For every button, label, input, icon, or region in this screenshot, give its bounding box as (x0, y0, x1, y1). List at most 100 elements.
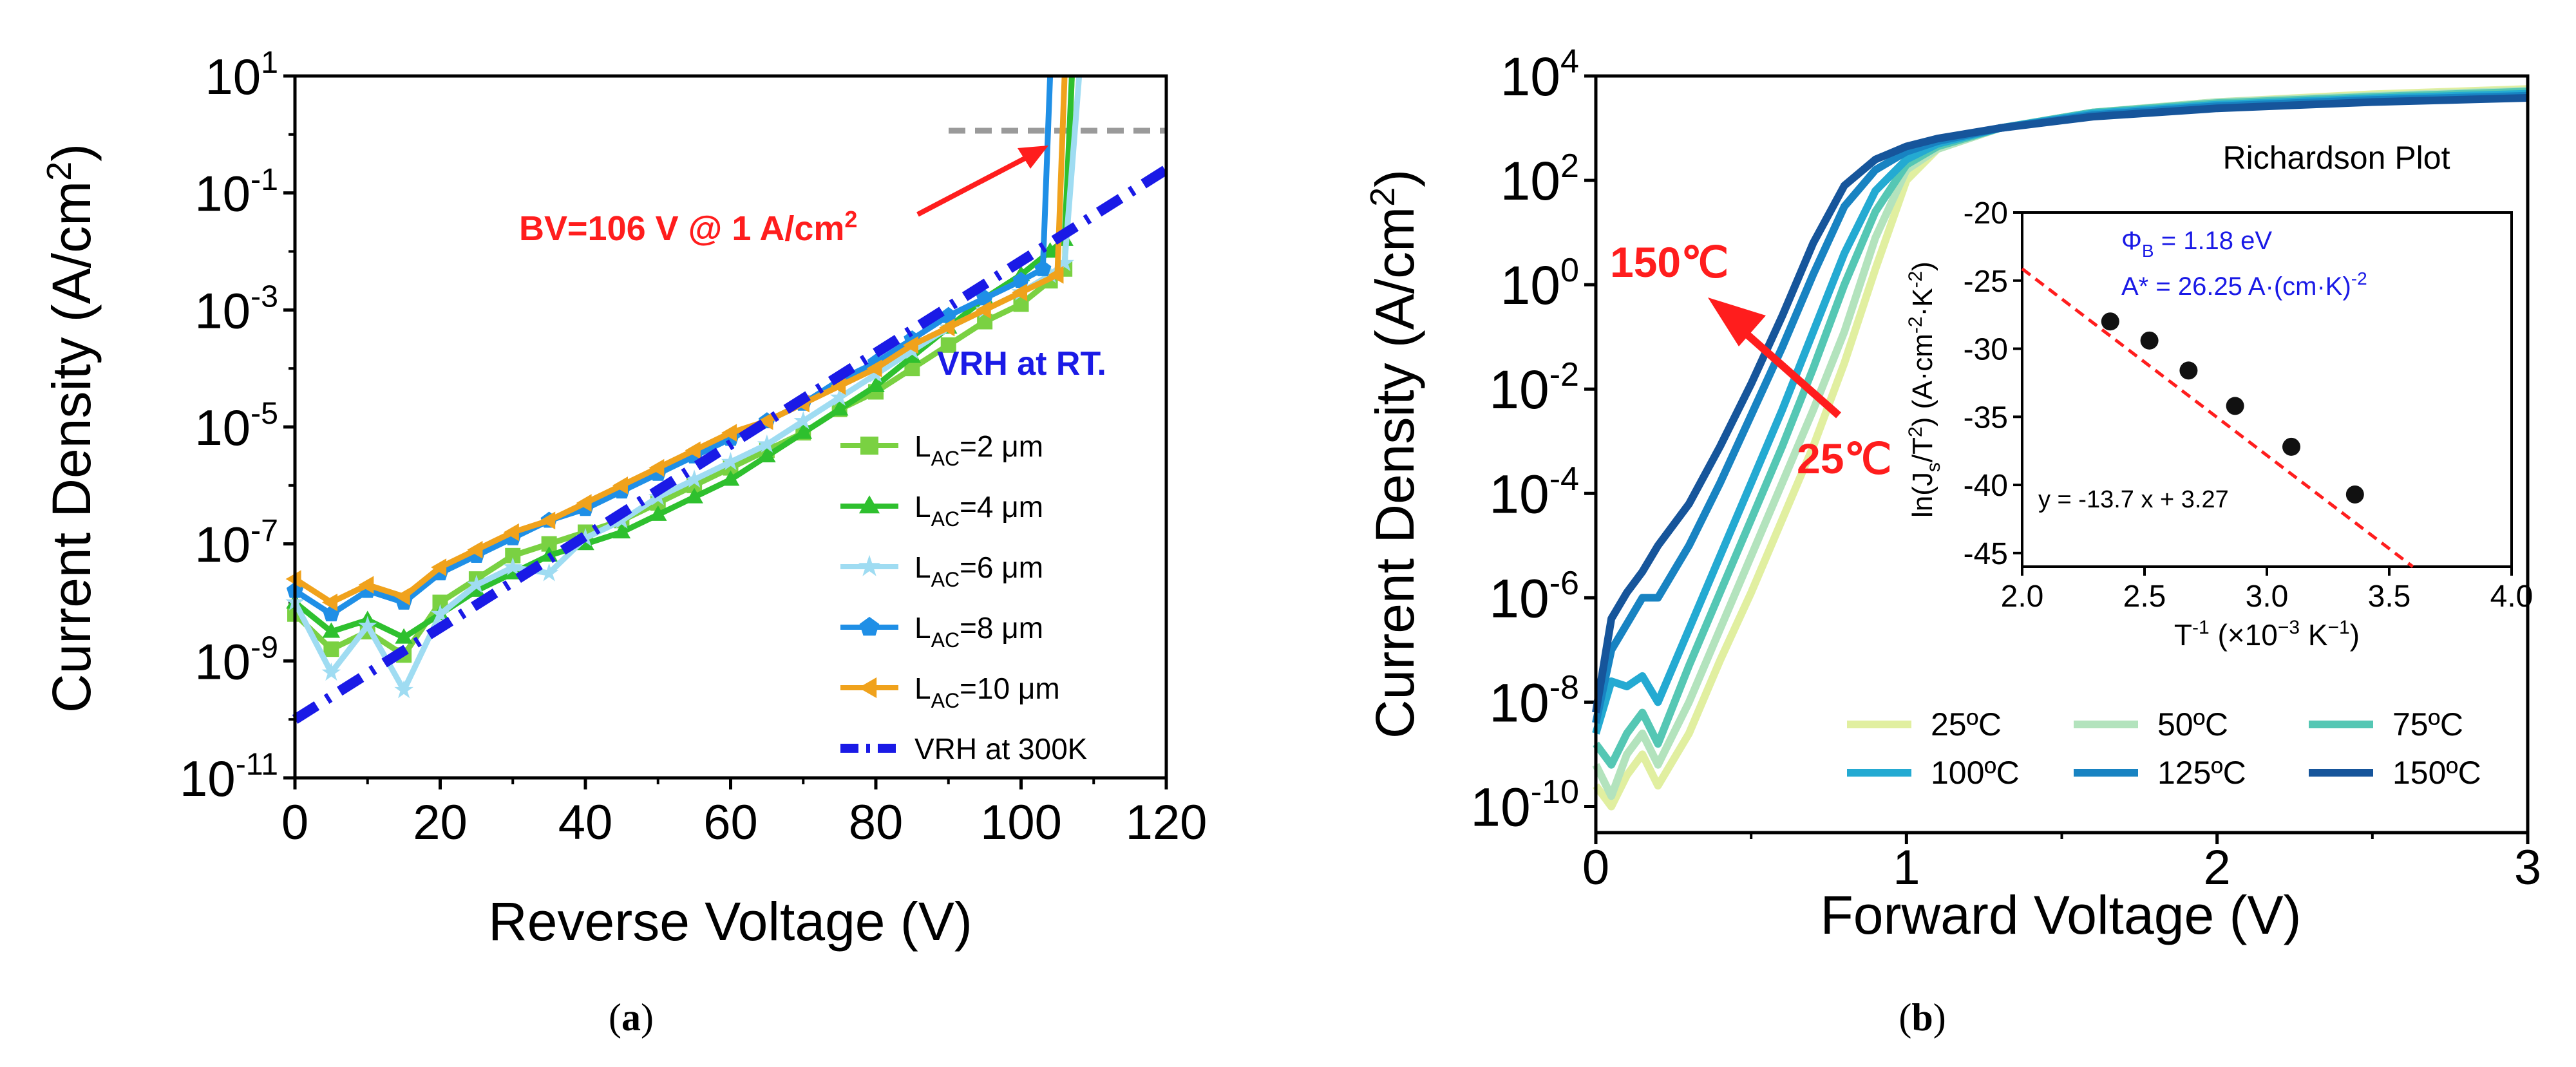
panel-b-legend-label: 100ºC (1931, 755, 2020, 791)
panel-a-y-tick-label: 101 (205, 45, 278, 105)
panel-a-legend-item: LAC=6 μm (840, 551, 1043, 591)
inset-y-tick-label: -45 (1964, 537, 2008, 571)
panel-a-data-point (940, 337, 956, 353)
legend-label-sub: AC (931, 628, 960, 652)
panel-b-y-title-sup: 2 (1363, 187, 1402, 207)
bv-annotation-sup: 2 (844, 206, 857, 232)
panel-b-y-tick-label-base: 10 (1501, 255, 1560, 316)
inset-y-p4: ) (A·cm (1907, 334, 1938, 426)
chart-panel-a: 0 20 40 60 80 100 12010110-110-310-510-710-910… (40, 45, 1207, 1039)
panel-a-series-group (285, 75, 1170, 724)
caption-a-letter: a (621, 996, 641, 1039)
caption-a: (a) (609, 996, 654, 1039)
panel-a-data-point (757, 412, 773, 430)
panel-a-data-point (357, 616, 377, 634)
panel-a-y-tick-label: 10-7 (194, 513, 278, 573)
panel-b-y-tick-label-base: 10 (1501, 46, 1560, 107)
phi-symbol: Φ (2121, 227, 2142, 255)
inset-y-p8: ) (1907, 261, 1938, 271)
panel-a-data-point (721, 470, 740, 486)
panel-b-y-axis-title: Current Density (A/cm2) (1363, 169, 1425, 739)
inset-x-tick-label: 4.0 (2490, 580, 2533, 614)
panel-b-legend-item: 50ºC (2074, 706, 2228, 742)
panel-b-legend-item: 125ºC (2074, 755, 2246, 791)
panel-a-y-tick-label-exp: -5 (251, 396, 278, 431)
inset-x-title-sup3: −1 (2328, 617, 2350, 638)
inset-y-tick-label: -30 (1964, 333, 2008, 367)
panel-b-y-tick-label-base: 10 (1489, 672, 1549, 733)
inset-data-point (2282, 437, 2300, 456)
legend-label-rest: =10 μm (960, 672, 1060, 705)
legend-label-rest: =4 μm (960, 490, 1043, 524)
panel-b-legend-label: 50ºC (2157, 706, 2228, 742)
panel-a-data-point (866, 359, 882, 377)
panel-a-data-point (830, 377, 846, 395)
panel-b-y-tick-label: 104 (1501, 43, 1579, 107)
inset-axis-ticks: 2.0 2.5 3.0 3.5 4.0 -20 -25 -30 -35 -40 -45 (1964, 196, 2533, 614)
panel-a-y-tick-label-base: 10 (194, 633, 251, 690)
panel-b-y-tick-label-exp: -8 (1549, 669, 1579, 706)
panel-b-y-tick-label: 10-6 (1489, 565, 1579, 628)
bv-annotation: BV=106 V @ 1 A/cm2 (519, 206, 857, 248)
panel-a-data-point (975, 301, 991, 319)
panel-a-x-tick-label: 40 (558, 795, 613, 850)
legend-label-rest: =6 μm (960, 551, 1043, 584)
panel-a-legend-item: LAC=10 μm (840, 672, 1060, 712)
panel-a-x-tick-label: 80 (849, 795, 904, 850)
panel-b-y-tick-label-exp: 4 (1560, 43, 1579, 80)
panel-a-y-tick-label-exp: -1 (251, 162, 278, 197)
panel-a-y-tick-label: 10-5 (194, 396, 278, 456)
a-star-value: A* = 26.25 A·(cm·K) (2121, 272, 2351, 301)
panel-a-plot-frame (293, 74, 1168, 780)
panel-a-data-point (540, 511, 556, 530)
inset-fit-line-group (2021, 267, 2414, 568)
panel-b-legend-label: 150ºC (2392, 755, 2481, 791)
legend-label-main: L (914, 490, 931, 524)
panel-a-data-point (685, 487, 703, 504)
panel-a-x-tick-label: 0 (281, 795, 308, 850)
legend-label-sub: AC (931, 447, 960, 470)
panel-a-data-point (503, 557, 523, 576)
panel-b-y-tick-label-exp: 2 (1560, 147, 1579, 185)
inset-x-axis-title: T-1 (×10−3 K−1) (2174, 617, 2360, 652)
panel-a-data-point (1055, 253, 1074, 272)
panel-a-y-tick-label-exp: -3 (251, 279, 278, 314)
panel-b-y-tick-label-exp: -2 (1549, 356, 1579, 393)
panel-a-data-point (940, 307, 957, 323)
legend-swatch-marker (858, 554, 881, 576)
inset-y-p5: -2 (1905, 316, 1926, 334)
inset-title: Richardson Plot (2223, 140, 2450, 176)
bv-arrow-head (1018, 146, 1048, 169)
inset-x-title-sup: -1 (2192, 617, 2210, 638)
panel-b-y-tick-label: 10-2 (1489, 356, 1579, 420)
panel-b-y-tick-label: 102 (1501, 147, 1579, 211)
panel-a-y-title-sup: 2 (40, 162, 79, 181)
panel-b-plot-frame (1594, 74, 2530, 835)
panel-a-data-point (902, 336, 918, 354)
phi-value: = 1.18 eV (2154, 227, 2273, 255)
panel-a-data-point (1048, 266, 1064, 284)
panel-a-y-tick-label-base: 10 (180, 750, 236, 807)
panel-a-legend-label: LAC=4 μm (914, 490, 1043, 531)
panel-b-y-tick-label: 100 (1501, 252, 1579, 316)
panel-a-data-point (468, 581, 486, 597)
panel-a-data-point (612, 477, 628, 495)
panel-a-legend-label: LAC=6 μm (914, 551, 1043, 591)
caption-b-letter: b (1911, 996, 1933, 1039)
panel-b-legend-item: 150ºC (2309, 755, 2481, 791)
inset-y-p7: -2 (1905, 271, 1926, 288)
panel-b-legend-label: 25ºC (1931, 706, 2002, 742)
panel-a-x-tick-label: 100 (980, 795, 1062, 850)
panel-a-data-point (685, 441, 701, 460)
panel-a-series-4 (285, 75, 1068, 612)
panel-a-data-point (649, 505, 667, 521)
panel-b-y-tick-label: 10-4 (1489, 460, 1579, 524)
legend-label-main: VRH at 300K (914, 732, 1088, 766)
panel-a-series-5 (292, 165, 1170, 724)
panel-b-legend-item: 100ºC (1847, 755, 2020, 791)
panel-a-data-point (649, 458, 665, 477)
panel-a-legend-item: LAC=4 μm (840, 490, 1043, 531)
inset-phi-label: ΦB = 1.18 eV (2121, 227, 2272, 261)
